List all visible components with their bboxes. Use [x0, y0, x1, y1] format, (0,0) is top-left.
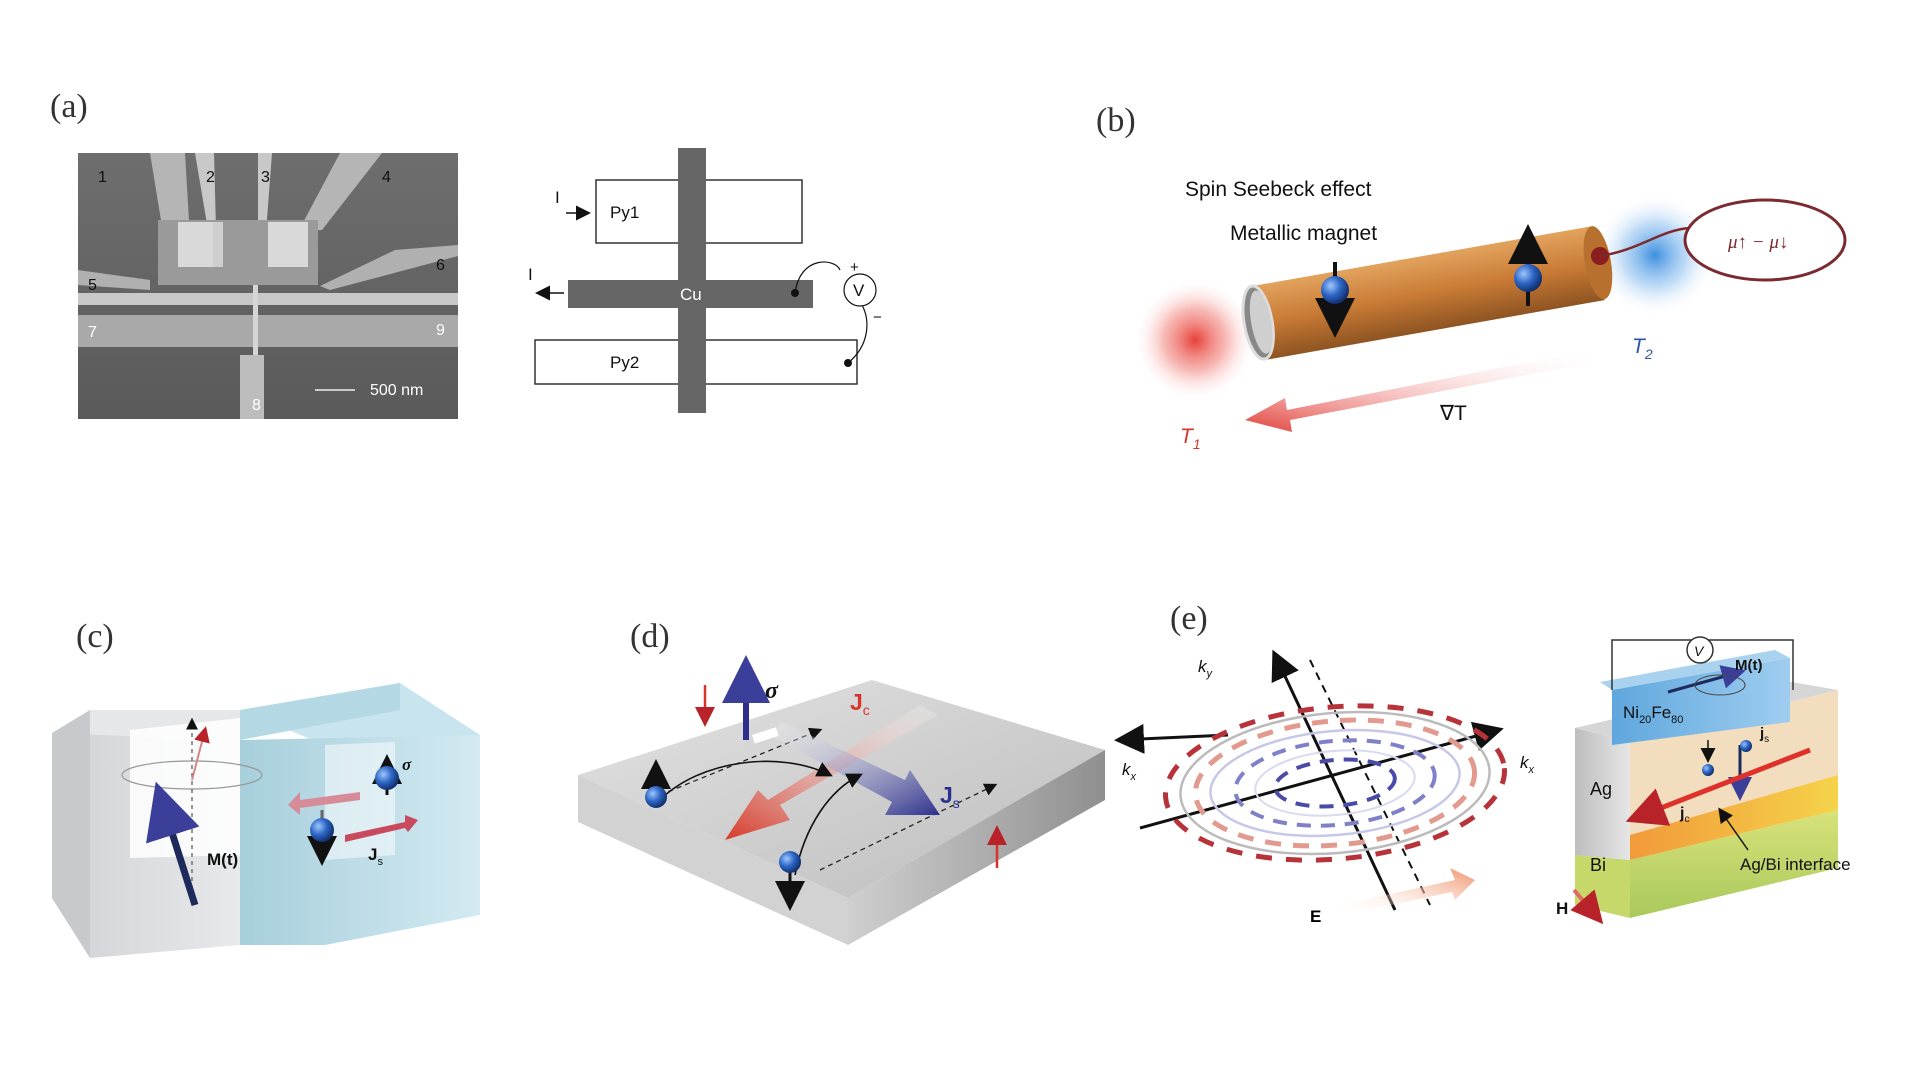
voltmeter-label: V	[853, 281, 865, 300]
cu-label: Cu	[680, 285, 702, 304]
minus-label: −	[873, 309, 882, 326]
ag-bi-stack-diagram	[1570, 636, 1838, 925]
spin-down-electron-d	[779, 851, 801, 873]
current-in-label: I	[555, 188, 560, 207]
plus-label: +	[850, 259, 859, 276]
grad-t-label: ∇T	[1439, 402, 1467, 425]
interface-label: Ag/Bi interface	[1740, 855, 1851, 874]
sem-image	[78, 153, 458, 419]
metallic-magnet-bar	[1251, 226, 1605, 361]
spin-ball-up	[375, 766, 399, 790]
electric-field-label: E	[1310, 907, 1321, 926]
electric-field-arrow	[1340, 868, 1475, 915]
sem-label-5: 5	[88, 277, 97, 294]
nife-label: Ni20Fe80	[1623, 703, 1683, 726]
sem-label-2: 2	[206, 169, 215, 186]
metallic-magnet-label: Metallic magnet	[1230, 222, 1377, 245]
panel-d-label: (d)	[630, 618, 670, 655]
spin-up-electron-d	[645, 786, 667, 808]
sem-label-1: 1	[98, 169, 107, 186]
t1-label: T1	[1180, 425, 1201, 452]
kx-right-label: kx	[1520, 753, 1535, 776]
current-out-label: I	[528, 265, 533, 284]
py2-label: Py2	[610, 353, 639, 372]
voltmeter-icon-e	[1686, 636, 1714, 664]
panel-b-label: (b)	[1096, 102, 1136, 139]
voltmeter-label-e: V	[1694, 643, 1705, 659]
t2-label: T2	[1632, 335, 1653, 362]
jc-label: Jc	[850, 689, 870, 718]
spin-down-electron	[1321, 276, 1349, 304]
scale-bar-label: 500 nm	[370, 382, 423, 399]
spin-pumping-diagram	[52, 683, 480, 958]
spin-seebeck-diagram	[1133, 193, 1847, 432]
rashba-kspace-diagram	[1114, 649, 1507, 915]
sem-label-3: 3	[261, 169, 270, 186]
jc-arrow-e	[1625, 747, 1811, 826]
mu-difference-label: μ↑ − μ↓	[1727, 232, 1788, 253]
mt-label-e: M(t)	[1735, 657, 1762, 674]
panel-e-label: (e)	[1170, 600, 1208, 637]
spin-up-electron	[1514, 264, 1542, 292]
magnetization-label: M(t)	[207, 850, 238, 869]
bi-label: Bi	[1590, 855, 1606, 875]
sem-label-4: 4	[382, 169, 391, 186]
js-label-d: Js	[940, 782, 960, 811]
gradient-arrow	[1245, 350, 1595, 432]
sem-label-9: 9	[436, 322, 445, 339]
cold-reservoir	[1593, 193, 1717, 317]
chemical-potential-bubble	[1683, 198, 1847, 282]
js-label-e: js	[1759, 725, 1769, 745]
panel-c-label: (c)	[76, 618, 114, 655]
voltmeter-icon	[843, 273, 877, 307]
jc-label-e: jc	[1679, 805, 1689, 825]
sem-label-8: 8	[252, 397, 261, 414]
spin-hall-diagram	[578, 655, 1105, 945]
py1-label: Py1	[610, 203, 639, 222]
magnetization-vector	[146, 781, 200, 907]
ag-label: Ag	[1590, 779, 1612, 799]
spin-ball-down	[310, 818, 334, 842]
panel-a-label: (a)	[50, 88, 88, 125]
js-label-c: Js	[368, 845, 383, 868]
sem-label-7: 7	[88, 324, 97, 341]
ky-label: ky	[1198, 657, 1214, 680]
kx-left-label: kx	[1122, 760, 1137, 783]
hot-reservoir	[1133, 278, 1257, 402]
spin-current-arrow	[770, 722, 940, 815]
sigma-label-d: σ	[765, 678, 779, 704]
sem-label-6: 6	[436, 257, 445, 274]
lateral-spin-valve-schematic	[534, 148, 877, 413]
spin-seebeck-title: Spin Seebeck effect	[1185, 178, 1372, 201]
h-label: H	[1556, 899, 1568, 918]
sigma-label-c: σ	[402, 755, 412, 774]
cu-horizontal	[568, 280, 813, 308]
